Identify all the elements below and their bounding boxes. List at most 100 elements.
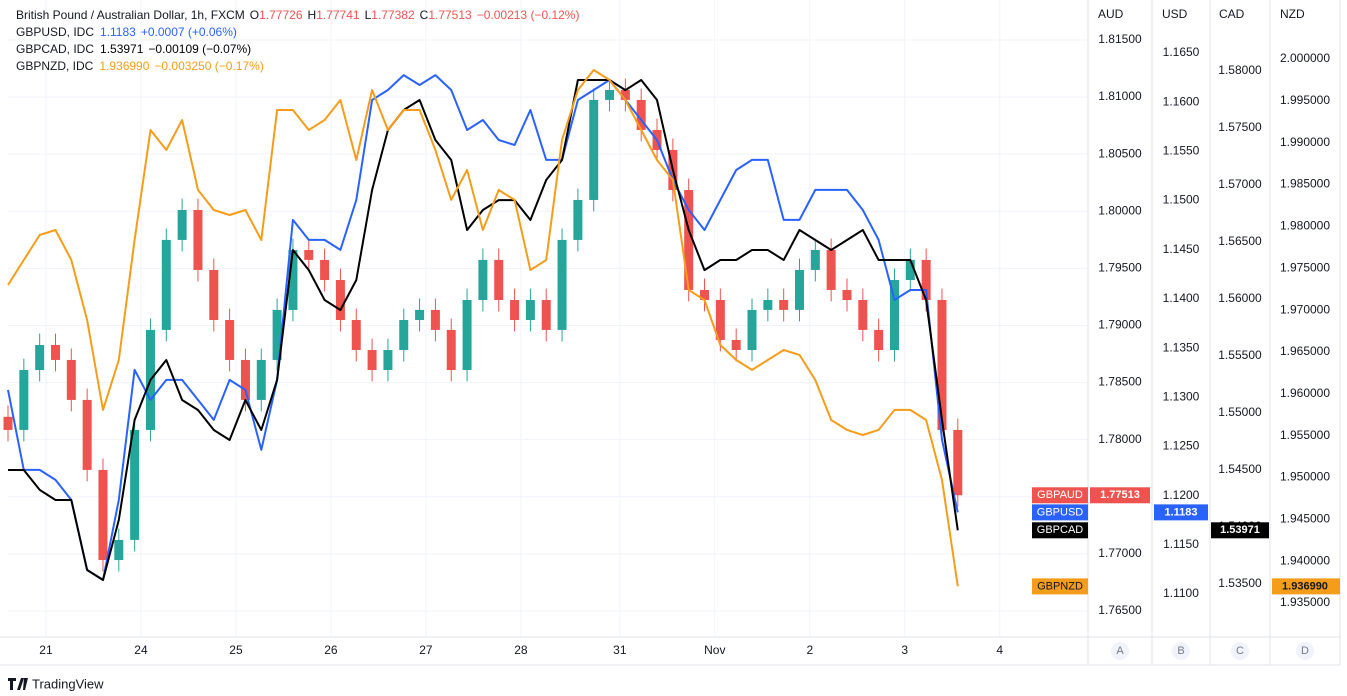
y-tick-label: 1.1100 [1163,586,1199,600]
series-line [8,79,959,581]
candle-body [557,239,567,330]
candle-body [193,210,203,270]
candle-body [351,319,361,351]
candle-body [256,359,266,400]
price-tag-name: GBPNZD [1037,580,1083,592]
y-tick-label: 1.955000 [1280,428,1330,442]
candle-body [177,210,187,240]
legend-compare-change: +0.0007 (+0.06%) [141,25,237,39]
y-tick-label: 1.80500 [1098,146,1142,160]
x-tick-label: 28 [514,643,528,657]
candle-body [161,239,171,330]
legend-ohlc-label: C [420,8,429,22]
y-tick-label: 1.56000 [1218,291,1262,305]
y-tick-label: 1.77000 [1098,546,1142,560]
candle-body [858,299,868,330]
candle-body [462,299,472,371]
candle-body [731,339,741,351]
candle-body [573,199,583,240]
y-tick-label: 1.1450 [1163,242,1200,256]
x-tick-label: 27 [419,643,433,657]
candle-body [541,299,551,330]
candle-body [921,259,931,300]
axis-button [1172,642,1190,660]
y-tick-label: 1.980000 [1280,219,1330,233]
y-tick-label: 1.940000 [1280,553,1330,567]
y-tick-label: 1.975000 [1280,260,1330,274]
candle-body [794,269,804,310]
candle-body [446,329,456,371]
y-tick-label: 2.000000 [1280,51,1330,65]
footer: TradingView [8,676,104,691]
legend-change: −0.00213 (−0.12%) [477,8,580,22]
legend-compare-name: GBPUSD, IDC [16,25,94,39]
axis-letter: A [1116,645,1124,657]
y-tick-label: 1.78000 [1098,432,1142,446]
x-tick-label: 21 [39,643,53,657]
candle-body [240,359,250,400]
candle-body [810,249,820,270]
y-tick-label: 1.965000 [1280,344,1330,358]
price-tag-value: 1.53971 [1220,524,1260,536]
candle-body [636,99,646,130]
labels: 21 24 25 26 27 28 31 Nov 2 3 4 AUD 1.81500 1.81000 1.8… [16,7,1340,660]
x-tick-label: 26 [324,643,338,657]
price-tag-value: 1.1183 [1164,506,1197,518]
legend-ohlc-value: 1.77741 [316,8,360,22]
y-tick-label: 1.53500 [1218,576,1262,590]
candle-body [684,190,694,290]
candle-body [430,309,440,330]
axis-currency: AUD [1098,7,1124,21]
candle-body [399,319,409,351]
frame [0,0,1341,666]
y-tick-label: 1.990000 [1280,135,1330,149]
legend-main: British Pound / Australian Dollar, 1h, F… [16,8,579,22]
x-tick-label: 24 [134,643,148,657]
candle-body [19,370,29,430]
y-tick-label: 1.995000 [1280,93,1330,107]
price-tag-value-box [1272,578,1340,595]
series-line [7,69,959,587]
x-tick-label: Nov [704,643,725,657]
candle-body [383,350,393,371]
candle-body [889,280,899,351]
legend-compare-change: −0.003250 (−0.17%) [154,59,263,73]
candle-body [953,429,963,496]
candle-body [82,399,92,470]
legend-compare-value: 1.936990 [99,59,149,73]
legend-ohlc-label: L [365,8,372,22]
candle-body [826,249,836,290]
legend-compare: GBPCAD, IDC 1.53971 −0.00109 (−0.07%) [16,42,251,56]
y-tick-label: 1.1250 [1163,439,1200,453]
axis-currency: NZD [1280,7,1305,21]
candle-body [763,299,773,310]
candle-body [842,289,852,300]
series-line [7,74,959,581]
legend-ohlc-value: 1.77382 [371,8,415,22]
y-tick-label: 1.57000 [1218,177,1262,191]
price-tag-name-box [1032,487,1088,504]
candle-body [288,249,298,310]
legend-ohlc-label: O [250,8,259,22]
legend-compare: GBPNZD, IDC 1.936990 −0.003250 (−0.17%) [16,59,264,73]
axis-letter: B [1177,645,1184,657]
candle-body [35,344,45,371]
price-tag-value: 1.936990 [1282,580,1328,592]
y-tick-label: 1.81000 [1098,89,1142,103]
candle-body [620,89,630,100]
x-tick-label: 2 [806,643,813,657]
y-tick-label: 1.1200 [1163,488,1200,502]
legend-ohlc-value: 1.77513 [428,8,472,22]
grid [8,0,1088,637]
candle-body [415,309,425,320]
y-tick-label: 1.1550 [1163,144,1200,158]
y-tick-label: 1.81500 [1098,32,1142,46]
y-tick-label: 1.79000 [1098,318,1142,332]
legend-title: British Pound / Australian Dollar, 1h, F… [16,8,245,22]
y-tick-label: 1.76500 [1098,603,1142,617]
candle-body [525,299,535,320]
y-tick-label: 1.970000 [1280,302,1330,316]
legend-compare-change: −0.00109 (−0.07%) [148,42,251,56]
